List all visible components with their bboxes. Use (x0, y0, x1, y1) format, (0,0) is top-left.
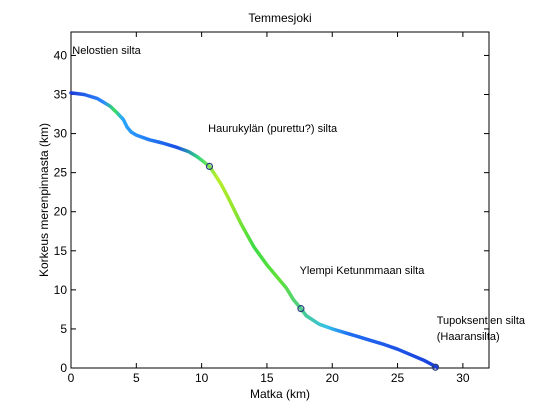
x-tick-label: 30 (456, 371, 470, 385)
y-tick-label: 35 (54, 88, 68, 102)
x-tick-label: 15 (260, 371, 274, 385)
plot-area (70, 31, 490, 369)
y-tick-label: 25 (54, 166, 68, 180)
y-tick-label: 20 (54, 205, 68, 219)
annotation-label: (Haaransilta) (437, 331, 500, 343)
y-tick-label: 0 (60, 361, 67, 375)
annotation-label: Tupoksentien silta (437, 315, 526, 327)
y-tick-label: 30 (54, 127, 68, 141)
chart-title: Temmesjoki (248, 11, 311, 25)
x-tick-label: 5 (133, 371, 140, 385)
y-axis-label: Korkeus merenpinnasta (km) (37, 123, 51, 277)
x-tick-label: 10 (195, 371, 209, 385)
x-tick-label: 20 (326, 371, 340, 385)
bridge-marker (431, 363, 440, 371)
y-tick-label: 40 (54, 48, 68, 62)
annotation-label: Haurukylän (purettu?) silta (208, 123, 338, 135)
bridge-marker (297, 305, 305, 313)
y-tick-label: 10 (54, 283, 68, 297)
x-tick-label: 0 (68, 371, 75, 385)
x-tick-label: 25 (391, 371, 405, 385)
x-axis-label: Matka (km) (250, 387, 310, 401)
y-tick-label: 5 (60, 322, 67, 336)
y-tick-label: 15 (54, 244, 68, 258)
annotation-label: Nelostien silta (72, 45, 141, 57)
annotation-label: Ylempi Ketunmmaan silta (300, 265, 426, 277)
series-line (69, 91, 439, 369)
bridge-marker (205, 162, 214, 170)
